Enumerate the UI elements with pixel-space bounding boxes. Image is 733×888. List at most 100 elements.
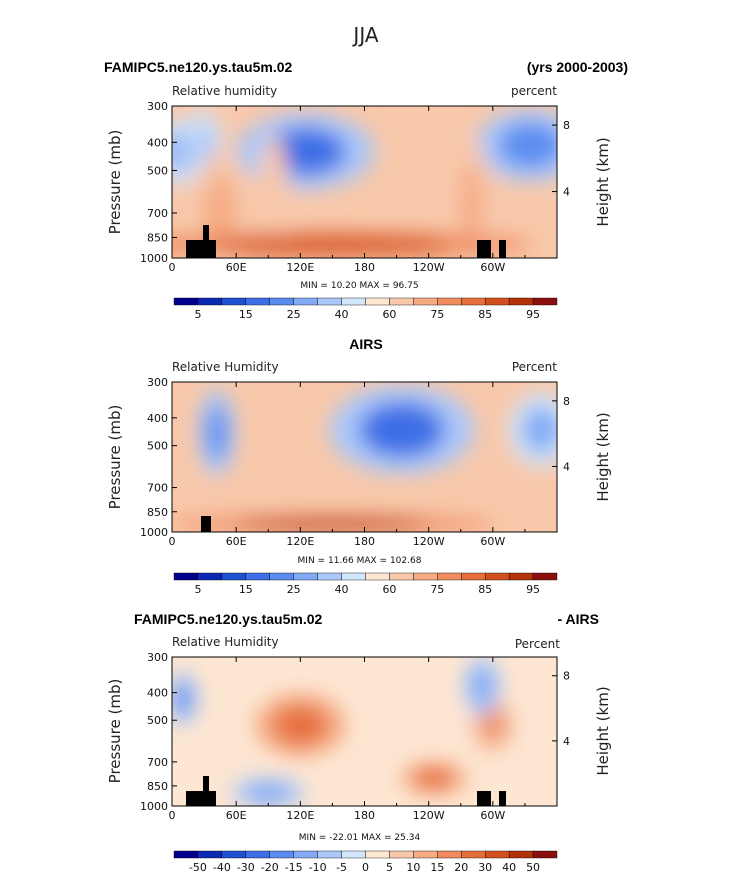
- panel-difference-title: FAMIPC5.ne120.ys.tau5m.02: [134, 611, 323, 627]
- y-tick-label: 500: [147, 440, 168, 453]
- colorbar-label: -5: [336, 861, 347, 874]
- height-tick-label: 4: [563, 460, 570, 473]
- colorbar-swatch: [317, 850, 342, 859]
- y-tick-label: 850: [147, 231, 168, 244]
- colorbar-label: -10: [309, 861, 327, 874]
- panel-difference-ylabel: Pressure (mb): [106, 679, 124, 784]
- colorbar-swatch: [245, 572, 270, 581]
- x-tick-label: 120W: [413, 809, 445, 822]
- y-tick-label: 1000: [140, 252, 168, 265]
- topography-block: [477, 240, 491, 258]
- colorbar-swatch: [437, 297, 462, 306]
- colorbar-swatch: [365, 572, 390, 581]
- page-title: JJA: [351, 23, 378, 47]
- panel-model-ylabel: Pressure (mb): [106, 130, 124, 235]
- panel-difference: FAMIPC5.ne120.ys.tau5m.02 - AIRS Relativ…: [106, 611, 612, 783]
- panel-difference-suffix: - AIRS: [558, 611, 599, 627]
- field-feature-core: [206, 405, 228, 460]
- topography-block: [203, 225, 209, 258]
- colorbar-label: 20: [454, 861, 468, 874]
- colorbar-label: 50: [526, 861, 540, 874]
- colorbar-swatch: [484, 297, 510, 306]
- topography-block: [499, 240, 506, 258]
- colorbar-swatch: [365, 850, 390, 859]
- colorbar-swatch: [461, 297, 486, 306]
- colorbar-label: 95: [526, 308, 540, 321]
- field-feature-core: [414, 768, 454, 789]
- field-feature-core: [265, 157, 283, 230]
- x-tick-label: 0: [169, 809, 176, 822]
- colorbar-swatch: [173, 297, 199, 306]
- height-tick-label: 8: [563, 670, 570, 683]
- colorbar-swatch: [245, 850, 270, 859]
- colorbar-label: 40: [335, 308, 349, 321]
- colorbar-swatch: [532, 850, 558, 859]
- colorbar-label: 85: [478, 308, 492, 321]
- panel-model-years: (yrs 2000-2003): [527, 59, 628, 75]
- colorbar-label: 60: [382, 583, 396, 596]
- field-feature-core: [204, 174, 237, 252]
- field-blobs: [172, 657, 515, 806]
- colorbar-label: -20: [261, 861, 279, 874]
- panel-difference-variable: Relative Humidity: [172, 635, 279, 649]
- colorbar-swatch: [484, 850, 510, 859]
- x-tick-label: 180: [354, 261, 375, 274]
- x-tick-label: 120W: [413, 535, 445, 548]
- colorbar-swatch: [461, 572, 486, 581]
- colorbar-swatch: [508, 572, 534, 581]
- y-tick-label: 1000: [140, 526, 168, 539]
- x-tick-label: 120E: [286, 535, 314, 548]
- x-tick-label: 60E: [226, 535, 247, 548]
- colorbar-swatch: [221, 572, 247, 581]
- colorbar-swatch: [341, 297, 366, 306]
- x-tick-label: 0: [169, 261, 176, 274]
- x-tick-label: 60W: [480, 809, 505, 822]
- colorbar-swatch: [197, 850, 223, 859]
- panel-difference-units: Percent: [515, 637, 560, 651]
- panel-airs: AIRS Relative Humidity Percent Pressure …: [106, 336, 612, 509]
- y-tick-label: 1000: [140, 800, 168, 813]
- colorbar-label: 40: [335, 583, 349, 596]
- field-layer: [172, 106, 557, 258]
- plot-area-0: 0 60E 120E 180 120W 60W 300 400 500 700 850 1000 8 4 M…: [140, 100, 570, 321]
- topography-block: [186, 240, 206, 258]
- field-layer: [172, 382, 557, 532]
- panel-airs-units: Percent: [512, 360, 557, 374]
- plot-area-2: 0 60E 120E 180 120W 60W300400500700850100084M…: [140, 651, 570, 874]
- colorbar-swatch: [461, 850, 486, 859]
- colorbar-label: 25: [287, 308, 301, 321]
- x-tick-label: 120E: [286, 261, 314, 274]
- field-feature-core: [498, 122, 557, 168]
- colorbar-label: 5: [386, 861, 393, 874]
- y-tick-label: 700: [147, 482, 168, 495]
- colorbar-label: -40: [213, 861, 231, 874]
- x-tick-label: 60E: [226, 809, 247, 822]
- y-tick-label: 400: [147, 136, 168, 149]
- y-tick-label: 300: [147, 651, 168, 664]
- field-feature-core: [236, 519, 429, 530]
- field-feature-core: [172, 129, 189, 173]
- colorbar-label: -15: [285, 861, 303, 874]
- panel-airs-title: AIRS: [349, 336, 382, 352]
- colorbar-swatch: [269, 297, 294, 306]
- colorbar-label: 40: [502, 861, 516, 874]
- topography-block: [203, 776, 209, 806]
- colorbar-label: 85: [478, 583, 492, 596]
- colorbar-swatch: [437, 572, 462, 581]
- colorbar-label: 0: [362, 861, 369, 874]
- panel-model-title: FAMIPC5.ne120.ys.tau5m.02: [104, 59, 293, 75]
- colorbar-swatch: [317, 572, 342, 581]
- colorbar-swatch: [221, 297, 247, 306]
- colorbar-swatch: [365, 297, 390, 306]
- colorbar-swatch: [341, 850, 366, 859]
- colorbar-swatch: [293, 572, 318, 581]
- colorbar-swatch: [532, 572, 558, 581]
- min-max-label: MIN = 10.20 MAX = 96.75: [300, 281, 418, 291]
- colorbar-swatch: [341, 572, 366, 581]
- min-max-label: MIN = -22.01 MAX = 25.34: [299, 833, 421, 843]
- x-tick-label: 180: [354, 809, 375, 822]
- y-tick-label: 300: [147, 100, 168, 113]
- colorbar-label: 5: [194, 308, 201, 321]
